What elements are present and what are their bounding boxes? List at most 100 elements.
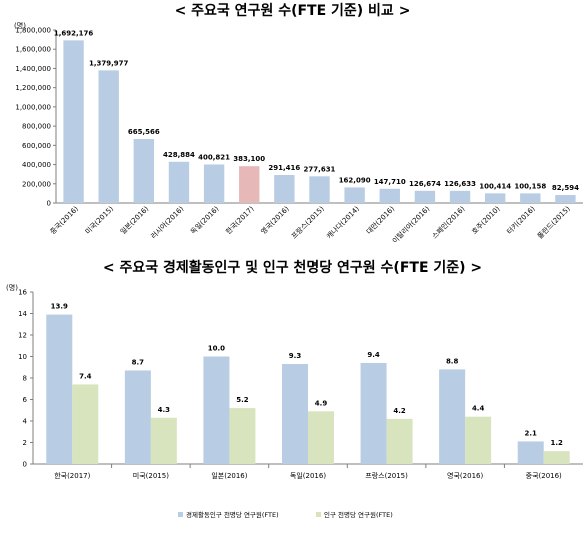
bar bbox=[63, 40, 84, 203]
legend-label: 인구 천명당 연구원(FTE) bbox=[324, 510, 393, 519]
x-tick-label: 일본(2016) bbox=[211, 471, 247, 480]
researchers-bar-chart: (명) 0 200,000 400,000 600,000 800,000 1,000,00… bbox=[14, 21, 583, 245]
data-label: 147,710 bbox=[374, 178, 406, 186]
data-label: 4.4 bbox=[472, 405, 485, 413]
bar bbox=[46, 314, 73, 464]
bar bbox=[274, 174, 295, 203]
x-tick-label: 러시아(2016) bbox=[149, 204, 186, 241]
data-label: 126,674 bbox=[409, 180, 441, 188]
data-label: 428,884 bbox=[163, 151, 195, 159]
data-label: 7.4 bbox=[79, 372, 92, 380]
y-tick-label: 1,400,000 bbox=[15, 65, 51, 73]
chart-title-researchers: < 주요국 연구원 수(FTE 기준) 비교 > bbox=[174, 3, 411, 19]
y-tick-label: 1,600,000 bbox=[15, 46, 51, 54]
bar bbox=[168, 161, 190, 203]
bar bbox=[203, 164, 225, 203]
bar bbox=[133, 139, 155, 203]
x-tick-label: 폴란드(2015) bbox=[536, 205, 572, 241]
data-label: 2.1 bbox=[525, 429, 538, 437]
bar bbox=[386, 418, 413, 464]
y-tick-label: 12 bbox=[18, 332, 27, 340]
x-tick-label: 영국(2016) bbox=[447, 471, 483, 480]
x-tick-label: 미국(2015) bbox=[83, 204, 115, 236]
data-label: 665,566 bbox=[128, 128, 160, 136]
data-label: 277,631 bbox=[304, 165, 336, 173]
x-tick-label: 영국(2016) bbox=[259, 204, 291, 236]
x-tick-label: 미국(2015) bbox=[133, 471, 169, 480]
y-tick-label: 6 bbox=[23, 396, 28, 404]
y-tick-label: 8 bbox=[23, 375, 27, 383]
x-tick-label: 독일(2016) bbox=[189, 204, 221, 236]
bar bbox=[484, 193, 506, 203]
data-label: 5.2 bbox=[236, 396, 249, 404]
bar bbox=[72, 384, 99, 464]
x-tick-label: 독일(2016) bbox=[290, 471, 326, 480]
y-axis-unit: (명) bbox=[14, 21, 26, 30]
data-label: 82,594 bbox=[552, 184, 579, 192]
bar bbox=[239, 166, 260, 203]
bar bbox=[150, 417, 177, 464]
bar bbox=[543, 451, 570, 464]
x-tick-label: 중국(2016) bbox=[526, 472, 562, 480]
bar bbox=[414, 190, 436, 203]
data-label: 8.7 bbox=[132, 358, 145, 366]
y-tick-label: 1,200,000 bbox=[15, 84, 51, 92]
data-label: 9.4 bbox=[367, 351, 380, 359]
x-tick-label: 캐나다(2014) bbox=[325, 204, 362, 241]
per-thousand-bar-chart: (명) 0 2 4 6 8 10 12 14 16 13.9 7.4 한국(2017) 8.7 4.3 미국(… bbox=[6, 283, 583, 519]
bar bbox=[517, 441, 544, 464]
data-label: 4.3 bbox=[158, 406, 171, 414]
bar bbox=[229, 408, 256, 464]
y-tick-label: 800,000 bbox=[22, 123, 51, 131]
data-label: 400,821 bbox=[198, 153, 230, 161]
x-tick-label: 프랑스(2015) bbox=[290, 205, 326, 241]
bar bbox=[439, 369, 466, 464]
legend-swatch bbox=[316, 512, 321, 517]
y-tick-label: 16 bbox=[18, 289, 27, 297]
y-tick-label: 0 bbox=[47, 200, 51, 208]
bar bbox=[308, 411, 334, 464]
y-tick-label: 0 bbox=[23, 461, 27, 469]
bar bbox=[282, 364, 308, 464]
data-label: 8.8 bbox=[446, 357, 459, 365]
data-label: 4.2 bbox=[393, 407, 406, 415]
x-tick-label: 스페인(2016) bbox=[430, 204, 467, 241]
bar bbox=[465, 416, 492, 464]
data-label: 291,416 bbox=[268, 164, 300, 172]
chart-title-per-thousand: < 주요국 경제활동인구 및 인구 천명당 연구원 수(FTE 기준) > bbox=[102, 260, 483, 276]
bar bbox=[124, 370, 151, 464]
data-label: 9.3 bbox=[289, 352, 302, 360]
x-tick-label: 프랑스(2015) bbox=[365, 472, 408, 480]
bar bbox=[520, 193, 541, 203]
x-tick-label: 대만(2016) bbox=[364, 204, 396, 236]
bar bbox=[360, 362, 387, 464]
x-tick-label: 이탈리아(2016) bbox=[390, 204, 431, 245]
data-label: 100,158 bbox=[514, 182, 546, 190]
y-tick-label: 600,000 bbox=[22, 142, 51, 150]
y-tick-label: 4 bbox=[23, 418, 28, 426]
bar bbox=[379, 188, 400, 203]
x-tick-label: 중국(2016) bbox=[49, 205, 80, 236]
bar bbox=[98, 70, 119, 203]
x-tick-label: 한국(2017) bbox=[54, 472, 90, 480]
bar bbox=[555, 195, 576, 203]
y-axis-unit: (명) bbox=[6, 283, 18, 292]
data-label: 1,692,176 bbox=[54, 29, 94, 37]
legend-swatch bbox=[178, 512, 183, 517]
data-label: 13.9 bbox=[51, 303, 68, 311]
data-label: 4.9 bbox=[315, 399, 328, 407]
bar bbox=[203, 356, 230, 464]
y-tick-label: 400,000 bbox=[22, 161, 51, 169]
x-tick-label: 한국(2017) bbox=[224, 205, 255, 236]
data-label: 100,414 bbox=[479, 182, 511, 190]
y-tick-label: 200,000 bbox=[22, 180, 51, 188]
legend-label: 경제활동인구 천명당 연구원(FTE) bbox=[186, 510, 279, 519]
data-label: 383,100 bbox=[233, 155, 265, 163]
y-tick-label: 14 bbox=[18, 310, 27, 318]
data-label: 1,379,977 bbox=[89, 59, 129, 67]
data-label: 10.0 bbox=[208, 345, 225, 353]
y-tick-label: 2 bbox=[23, 439, 27, 447]
bar bbox=[309, 176, 330, 203]
data-label: 1.2 bbox=[551, 439, 564, 447]
y-tick-label: 1,000,000 bbox=[15, 103, 51, 111]
